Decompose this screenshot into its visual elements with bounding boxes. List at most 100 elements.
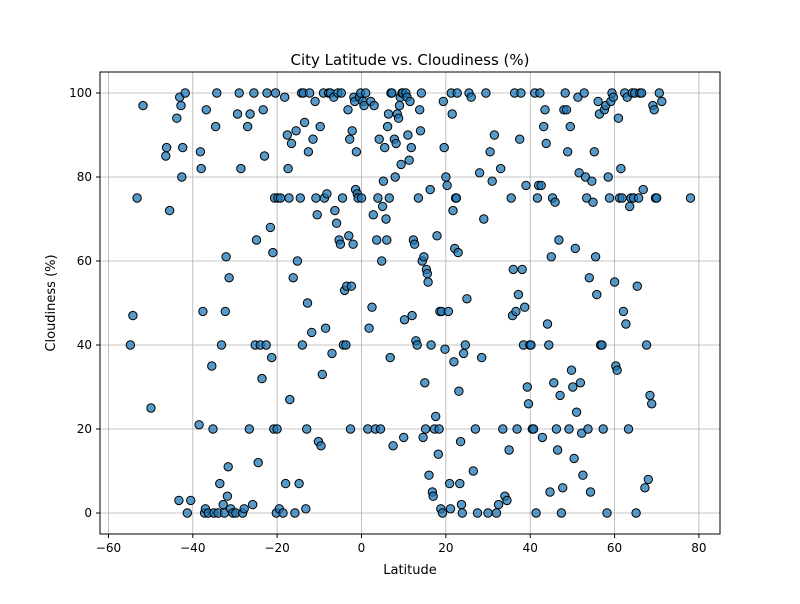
data-point <box>347 126 357 136</box>
data-point <box>285 394 295 405</box>
data-point <box>368 210 378 220</box>
data-point <box>583 424 593 434</box>
data-point <box>657 96 667 107</box>
data-point <box>466 92 476 102</box>
data-points <box>125 88 696 518</box>
data-point <box>632 281 642 291</box>
data-point <box>555 390 565 401</box>
data-point <box>544 340 554 350</box>
data-point <box>291 126 301 136</box>
data-point <box>633 193 644 203</box>
data-point <box>377 201 388 212</box>
data-point <box>258 105 268 115</box>
data-point <box>604 193 615 203</box>
data-point <box>593 96 603 107</box>
data-point <box>520 302 530 312</box>
y-tick-label: 0 <box>84 506 92 520</box>
data-point <box>259 151 270 161</box>
data-point <box>652 193 662 203</box>
data-point <box>489 130 500 140</box>
data-point <box>638 184 648 195</box>
data-point <box>588 197 598 207</box>
x-axis-label: Latitude <box>383 563 437 578</box>
data-point <box>207 361 217 371</box>
data-point <box>575 378 586 388</box>
data-point <box>685 193 696 203</box>
data-point <box>540 105 550 115</box>
data-point <box>292 256 303 266</box>
data-point <box>574 168 584 178</box>
data-point <box>487 176 497 186</box>
data-point <box>560 88 570 98</box>
data-point <box>643 474 653 485</box>
data-point <box>535 88 545 98</box>
data-point <box>597 340 607 350</box>
data-point <box>348 239 358 249</box>
data-point <box>232 109 243 119</box>
data-point <box>351 147 362 157</box>
data-point <box>372 235 382 245</box>
data-point <box>331 218 342 228</box>
data-point <box>625 201 635 212</box>
data-point <box>511 306 521 317</box>
data-point <box>445 504 456 514</box>
data-point <box>265 222 276 233</box>
data-point <box>537 432 548 443</box>
data-point <box>364 323 374 333</box>
data-point <box>521 180 531 191</box>
data-point <box>546 252 556 262</box>
data-point <box>422 268 432 279</box>
data-point <box>504 445 514 455</box>
data-point <box>483 508 493 518</box>
data-point <box>570 243 580 254</box>
data-point <box>566 365 577 375</box>
data-point <box>236 163 246 174</box>
data-point <box>470 424 481 434</box>
data-point <box>449 357 459 367</box>
data-point <box>522 382 532 392</box>
data-point <box>415 105 425 115</box>
data-point <box>420 378 430 388</box>
data-point <box>437 508 448 518</box>
data-point <box>383 109 394 119</box>
data-point <box>374 134 384 144</box>
data-point <box>403 130 413 140</box>
data-point <box>270 88 281 98</box>
data-point <box>554 235 564 245</box>
data-point <box>428 491 438 501</box>
y-axis-label: Cloudiness (%) <box>44 254 59 351</box>
data-point <box>609 277 620 287</box>
data-point <box>172 113 182 123</box>
data-point <box>440 344 450 354</box>
data-point <box>337 193 348 203</box>
data-point <box>442 180 452 191</box>
data-point <box>612 365 622 375</box>
data-point <box>542 319 553 329</box>
data-point <box>125 340 136 350</box>
y-tick-label: 60 <box>77 254 92 268</box>
data-point <box>196 163 206 174</box>
data-point <box>239 504 249 514</box>
data-point <box>579 88 589 98</box>
data-point <box>272 424 282 434</box>
data-point <box>378 176 389 186</box>
data-point <box>406 142 416 153</box>
data-point <box>516 88 526 98</box>
data-point <box>341 340 351 350</box>
data-point <box>385 352 395 363</box>
data-point <box>146 403 156 413</box>
chart-title: City Latitude vs. Cloudiness (%) <box>290 51 529 69</box>
data-point <box>315 121 325 132</box>
data-point <box>434 424 444 434</box>
data-point <box>278 508 288 518</box>
data-point <box>282 130 292 140</box>
y-tick-label: 40 <box>77 338 92 352</box>
data-point <box>345 424 356 434</box>
data-point <box>479 214 489 224</box>
data-point <box>623 424 634 434</box>
data-point <box>444 478 455 489</box>
data-point <box>552 445 563 455</box>
data-point <box>301 504 311 514</box>
data-point <box>220 306 231 317</box>
data-point <box>275 193 286 203</box>
